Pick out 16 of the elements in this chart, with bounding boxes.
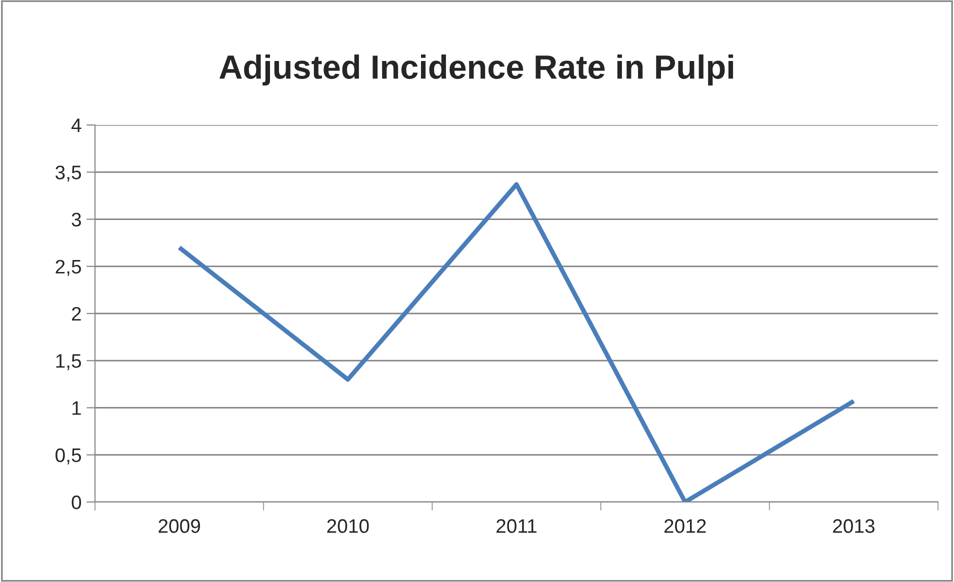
x-tick-label: 2009 <box>158 519 200 533</box>
y-tick-label: 3 <box>72 212 81 226</box>
chart-title: Adjusted Incidence Rate in Pulpi <box>219 54 734 86</box>
y-tick-label: 2 <box>72 306 81 321</box>
line-series <box>177 182 856 502</box>
x-tick-label: 2012 <box>664 519 706 533</box>
y-tick-label: 2,5 <box>56 260 81 276</box>
y-tick-label: 1 <box>72 401 81 415</box>
x-tick-label: 2010 <box>327 519 369 533</box>
x-tick-label: 2011 <box>496 519 536 533</box>
x-tick-label: 2013 <box>833 519 874 533</box>
y-tick-label: 0 <box>72 495 82 510</box>
y-tick-label: 3,5 <box>56 166 81 182</box>
y-tick-label: 1,5 <box>56 354 81 370</box>
y-tick-label: 4 <box>71 118 82 132</box>
y-tick-label: 0,5 <box>56 448 81 464</box>
